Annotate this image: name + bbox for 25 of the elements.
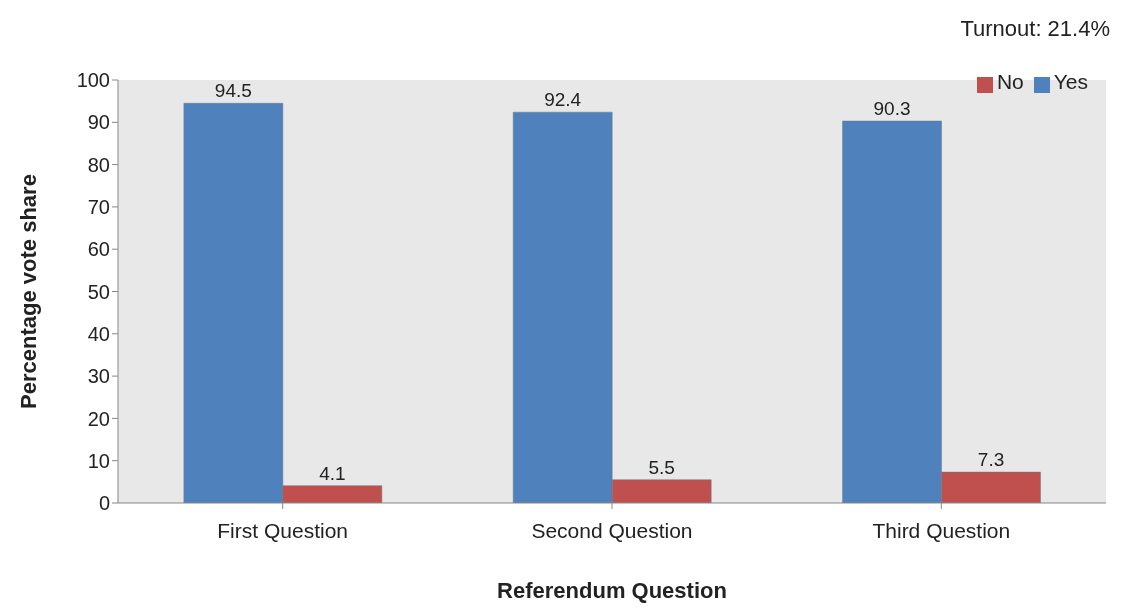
data-label: 4.1 <box>319 462 346 484</box>
y-tick-label: 20 <box>87 407 110 430</box>
legend-label: No <box>996 70 1024 93</box>
data-label: 90.3 <box>873 98 911 120</box>
data-label: 5.5 <box>648 456 675 478</box>
y-tick-label: 0 <box>98 492 110 515</box>
y-tick-label: 40 <box>87 322 110 345</box>
y-tick-label: 70 <box>87 196 110 218</box>
x-tick-label: Second Question <box>531 518 693 542</box>
y-axis-title: Percentage vote share <box>15 174 41 409</box>
y-tick-label: 10 <box>87 449 110 472</box>
x-tick-label: First Question <box>217 518 349 542</box>
y-tick-label: 50 <box>87 280 110 303</box>
x-tick-label: Third Question <box>872 518 1011 542</box>
x-axis-title: Referendum Question <box>497 578 727 603</box>
y-tick-label: 80 <box>87 153 110 176</box>
text: Turnout: 21.4% <box>960 16 1110 42</box>
legend-label: Yes <box>1053 70 1088 93</box>
data-label: 7.3 <box>977 449 1005 471</box>
y-tick-label: 90 <box>87 111 110 134</box>
y-tick-label: 100 <box>76 69 110 92</box>
y-tick-label: 60 <box>87 238 110 261</box>
data-label: 94.5 <box>214 80 252 102</box>
y-tick-label: 30 <box>87 365 110 388</box>
data-label: 92.4 <box>544 89 582 111</box>
